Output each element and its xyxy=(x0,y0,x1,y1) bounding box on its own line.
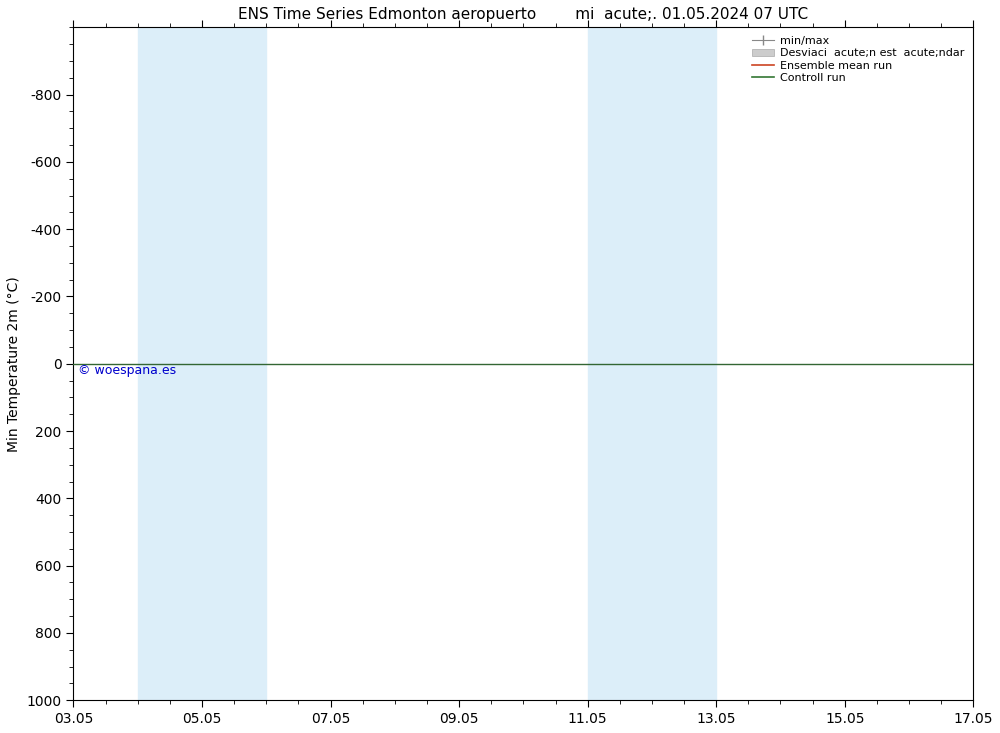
Y-axis label: Min Temperature 2m (°C): Min Temperature 2m (°C) xyxy=(7,276,21,452)
Legend: min/max, Desviaci  acute;n est  acute;ndar, Ensemble mean run, Controll run: min/max, Desviaci acute;n est acute;ndar… xyxy=(749,33,968,86)
Bar xyxy=(138,27,266,700)
Bar xyxy=(588,27,716,700)
Title: ENS Time Series Edmonton aeropuerto        mi  acute;. 01.05.2024 07 UTC: ENS Time Series Edmonton aeropuerto mi a… xyxy=(238,7,808,22)
Text: © woespana.es: © woespana.es xyxy=(78,364,176,377)
